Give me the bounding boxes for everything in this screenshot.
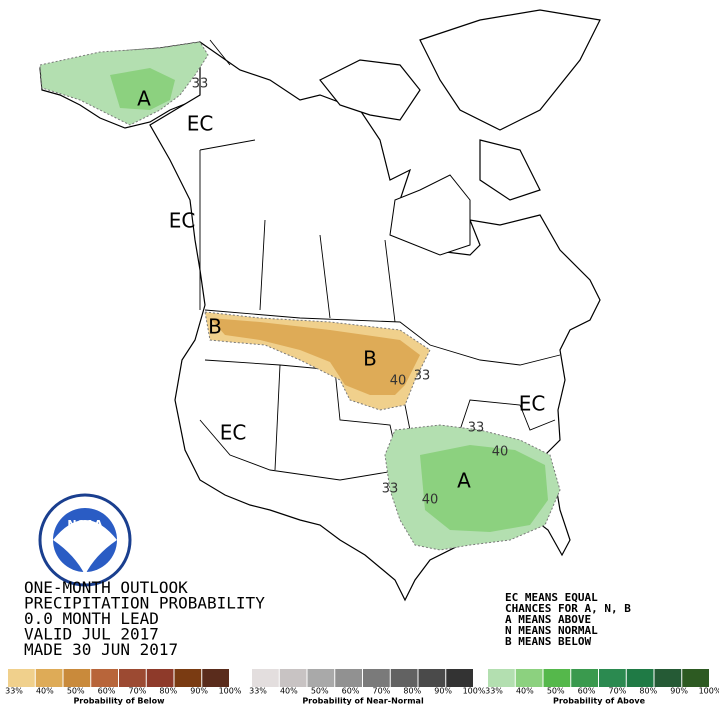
legend-swatch (446, 669, 473, 687)
legend-swatch (488, 669, 515, 687)
legend-swatch (418, 669, 446, 687)
note-line: B MEANS BELOW (505, 635, 591, 648)
legend-swatch (390, 669, 418, 687)
legend-label: 40% (280, 687, 298, 696)
legend-caption: Probability of Near-Normal (302, 697, 424, 706)
note-line: A MEANS ABOVE (505, 613, 591, 626)
legend-label: 33% (5, 687, 23, 696)
legend-label: 60% (578, 687, 596, 696)
legends: 33% 40% 50% 60% 70% 80% 90% 100% Probability of … (5, 669, 719, 706)
legend-swatch (202, 669, 229, 687)
note-line: CHANCES FOR A, N, B (505, 602, 631, 615)
probability-shading (39, 41, 561, 551)
legend-label: 90% (670, 687, 688, 696)
map-label: B (208, 315, 222, 339)
above-40-se (420, 445, 548, 532)
legend-swatch (252, 669, 279, 687)
legend-swatch (626, 669, 654, 687)
legend-label: 33% (485, 687, 503, 696)
legend-label: 60% (98, 687, 116, 696)
above-40 (110, 68, 175, 110)
legend-label: 70% (373, 687, 391, 696)
map-label: A (457, 469, 471, 493)
map-label: EC (220, 421, 247, 445)
legend-label: 90% (190, 687, 208, 696)
map-labels: A 33 EC EC B B 40 33 EC EC 33 40 A 33 40 (137, 77, 545, 508)
map-label: 33 (468, 421, 485, 436)
map-label: 40 (422, 493, 439, 508)
map-label: 40 (492, 445, 509, 460)
legend-label: 70% (609, 687, 627, 696)
map-label: EC (187, 112, 214, 136)
map-label: 33 (192, 77, 209, 92)
legend-swatch (91, 669, 118, 687)
legend-label: 80% (639, 687, 657, 696)
legend-swatch (335, 669, 362, 687)
map-label: 40 (390, 374, 407, 389)
legend-label: 90% (434, 687, 452, 696)
legend-swatch (35, 669, 63, 687)
legend-caption: Probability of Below (73, 697, 165, 706)
legend-label: 60% (342, 687, 360, 696)
legend-swatch (571, 669, 598, 687)
legend-label: 40% (516, 687, 534, 696)
legend-swatch (174, 669, 202, 687)
legend-swatch (682, 669, 709, 687)
legend-swatch (63, 669, 91, 687)
legend-label: 80% (403, 687, 421, 696)
legend-label: 50% (311, 687, 329, 696)
legend-swatch (654, 669, 682, 687)
legend-swatch (363, 669, 390, 687)
title-line: 0.0 MONTH LEAD (24, 609, 159, 628)
title-line: MADE 30 JUN 2017 (24, 640, 178, 659)
legend-swatch (307, 669, 335, 687)
legend-swatch (599, 669, 626, 687)
legend-swatch (543, 669, 571, 687)
legend-label: 80% (159, 687, 177, 696)
map-label: EC (169, 209, 196, 233)
legend-label: 40% (36, 687, 54, 696)
logo-text: NOAA (67, 518, 103, 531)
noaa-logo: NOAA (38, 493, 132, 587)
legend-swatch (515, 669, 543, 687)
map-label: A (137, 87, 151, 111)
map-label: B (363, 347, 377, 371)
map-label: 33 (414, 369, 431, 384)
note-line: N MEANS NORMAL (505, 624, 598, 637)
legend-label: 50% (67, 687, 85, 696)
legend-swatch (279, 669, 307, 687)
below-40 (210, 318, 420, 395)
map-label: 33 (382, 482, 399, 497)
legend-swatch (146, 669, 174, 687)
legend-swatch (8, 669, 35, 687)
title-line: ONE-MONTH OUTLOOK (24, 578, 188, 597)
legend-label: 70% (129, 687, 147, 696)
title-line: VALID JUL 2017 (24, 625, 159, 644)
legend-caption: Probability of Above (553, 697, 646, 706)
legend-label: 33% (249, 687, 267, 696)
map-label: EC (519, 392, 546, 416)
legend-label: 50% (547, 687, 565, 696)
legend-swatch (119, 669, 146, 687)
legend-label: 100% (463, 687, 486, 696)
legend-label: 100% (219, 687, 242, 696)
title-line: PRECIPITATION PROBABILITY (24, 594, 265, 613)
note-line: EC MEANS EQUAL (505, 591, 598, 604)
legend-label: 100% (699, 687, 719, 696)
